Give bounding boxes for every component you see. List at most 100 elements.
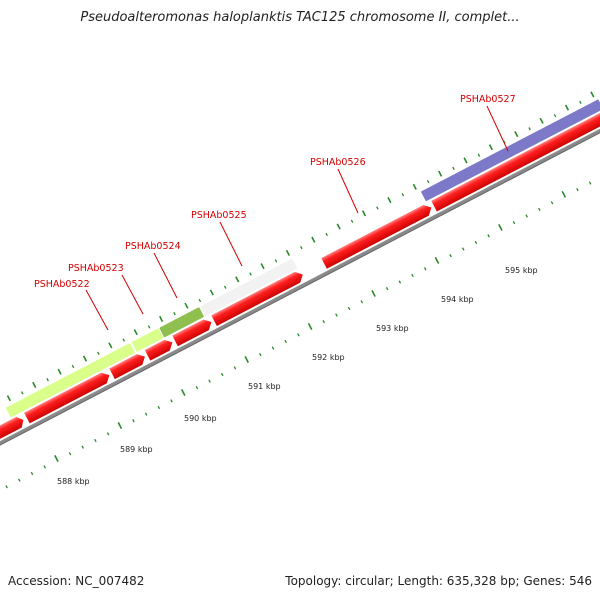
cds-arrow-0525[interactable] <box>211 269 305 326</box>
scale-tick <box>68 452 72 456</box>
upper-tick <box>528 127 531 131</box>
svg-text:PSHAb0524: PSHAb0524 <box>125 241 181 252</box>
gene-label-0522[interactable]: PSHAb0522 <box>34 279 109 331</box>
scale-label-593: 593 kbp <box>376 324 409 333</box>
upper-tick <box>6 395 11 402</box>
scale-tick <box>144 412 148 416</box>
genome-backbone <box>0 108 600 463</box>
upper-tick <box>311 236 316 243</box>
scale-label-591: 591 kbp <box>248 382 281 391</box>
upper-tick <box>350 219 354 223</box>
upper-tick <box>147 325 151 329</box>
scale-tick <box>94 438 97 443</box>
upper-tick <box>514 131 519 138</box>
upper-tick <box>488 144 493 151</box>
feature-track-upper <box>6 99 600 418</box>
upper-tick <box>82 355 88 362</box>
map-title: Pseudoalteromonas haloplanktis TAC125 ch… <box>80 10 520 25</box>
scale-label-590: 590 kbp <box>184 414 217 423</box>
scale-tick <box>449 253 452 258</box>
cds-arrow-0521[interactable] <box>0 415 26 453</box>
scale-tick <box>54 455 59 463</box>
scale-tick <box>398 280 402 284</box>
scale-tick <box>487 234 490 238</box>
upper-tick <box>387 197 392 204</box>
upper-tick <box>590 91 595 98</box>
gene-label-0527[interactable]: PSHAb0527 <box>460 94 516 152</box>
gene-label-0526[interactable]: PSHAb0526 <box>310 157 366 214</box>
scale-tick <box>220 372 224 377</box>
scale-tick <box>550 201 554 205</box>
feature-bar-0523[interactable] <box>132 328 164 352</box>
scale-tick <box>411 273 414 278</box>
cds-arrow-0524[interactable] <box>172 317 214 347</box>
scale-label-592: 592 kbp <box>312 353 345 362</box>
scale-tick <box>170 399 173 403</box>
scale-tick <box>434 256 440 264</box>
upper-tick <box>57 368 62 375</box>
scale-label-594: 594 kbp <box>441 295 474 304</box>
cds-track <box>0 107 600 453</box>
scale-tick <box>561 190 567 198</box>
scale-tick <box>233 366 237 370</box>
upper-tick <box>71 364 75 369</box>
scale-labels: 588 kbp 589 kbp 590 kbp 591 kbp 592 kbp … <box>57 266 538 486</box>
scale-tick <box>284 339 287 344</box>
cds-arrow-0526[interactable] <box>321 202 434 269</box>
upper-tick <box>198 298 202 303</box>
upper-tick <box>426 179 430 184</box>
upper-tick <box>235 276 240 283</box>
upper-tick <box>336 223 341 230</box>
scale-tick <box>81 445 84 449</box>
cds-arrow-0527[interactable] <box>431 107 600 212</box>
scale-tick <box>195 386 199 390</box>
feature-bar-0522[interactable] <box>6 343 135 418</box>
upper-tick <box>463 157 468 164</box>
scale-tick <box>106 432 110 436</box>
upper-tick <box>564 104 570 111</box>
scale-tick <box>208 379 211 383</box>
upper-tick <box>209 289 214 296</box>
upper-tick <box>46 378 49 382</box>
scale-tick <box>588 181 592 185</box>
gene-label-0525[interactable]: PSHAb0525 <box>191 210 247 267</box>
scale-tick <box>474 240 478 245</box>
scale-tick <box>259 353 262 357</box>
feature-bar-0525[interactable] <box>200 258 297 317</box>
svg-text:PSHAb0523: PSHAb0523 <box>68 263 124 274</box>
scale-tick <box>30 471 34 476</box>
feature-bar-0527[interactable] <box>421 99 600 202</box>
scale-tick <box>307 323 313 330</box>
scale-tick <box>576 187 579 192</box>
cds-arrow-0523[interactable] <box>144 337 175 361</box>
scale-tick <box>132 419 135 423</box>
scale-tick <box>244 356 250 363</box>
upper-tick <box>274 259 278 263</box>
upper-tick <box>173 312 176 316</box>
upper-tick <box>133 329 138 336</box>
gene-label-0523[interactable]: PSHAb0523 <box>68 263 144 315</box>
scale-label-588: 588 kbp <box>57 477 90 486</box>
upper-tick <box>108 342 113 349</box>
cds-arrow-0522b[interactable] <box>109 351 147 380</box>
feature-bar-0524[interactable] <box>159 307 204 338</box>
upper-tick <box>539 117 544 124</box>
upper-tick <box>300 245 303 250</box>
genome-stats-text: Topology: circular; Length: 635,328 bp; … <box>285 574 592 588</box>
upper-tick <box>260 263 265 270</box>
upper-tick <box>376 206 379 210</box>
scale-tick <box>297 333 300 337</box>
scale-tick <box>525 214 528 218</box>
scale-tick <box>498 223 503 231</box>
cds-arrow-0522[interactable] <box>24 370 112 424</box>
scale-tick <box>322 320 325 324</box>
scale-tick <box>538 207 541 212</box>
svg-text:PSHAb0522: PSHAb0522 <box>34 279 90 290</box>
scale-tick <box>180 389 186 396</box>
scale-tick <box>117 422 123 429</box>
scale-tick <box>512 220 516 225</box>
upper-tick <box>184 302 189 309</box>
svg-text:PSHAb0527: PSHAb0527 <box>460 94 516 105</box>
gene-label-0524[interactable]: PSHAb0524 <box>125 241 181 299</box>
